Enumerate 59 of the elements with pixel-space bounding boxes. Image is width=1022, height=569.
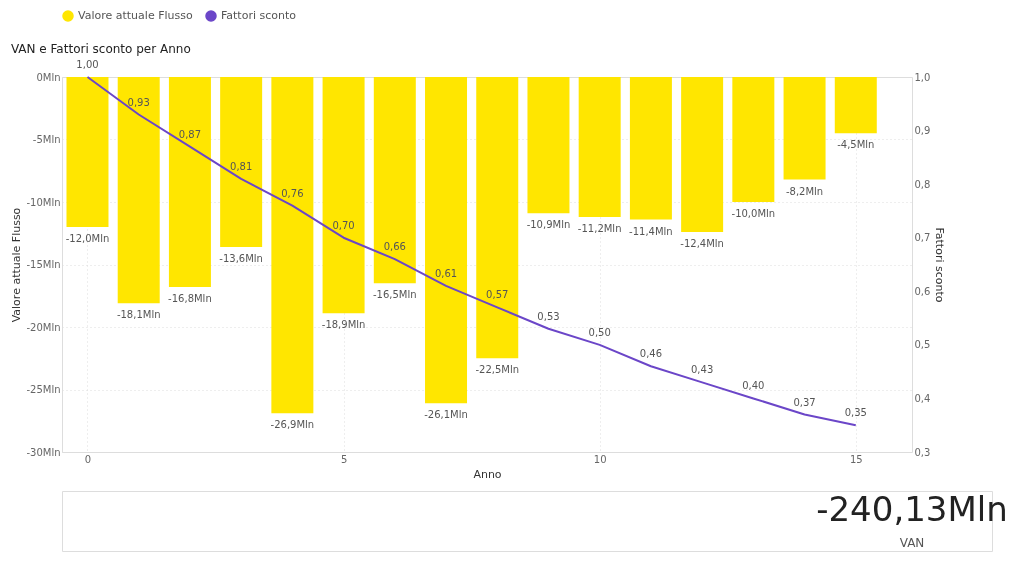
y-tick-label: -10Mln bbox=[26, 196, 61, 208]
data-label: -11,4Mln bbox=[629, 225, 673, 237]
data-label: -4,5Mln bbox=[837, 139, 875, 151]
y-tick-label: -5Mln bbox=[32, 134, 61, 145]
data-label: 0,81 bbox=[230, 160, 253, 172]
data-label: 0,93 bbox=[127, 96, 150, 108]
x-tick-label: 0 bbox=[84, 453, 92, 465]
y2-tick-label: 0,4 bbox=[914, 392, 931, 404]
y-tick-label: -15Mln bbox=[26, 259, 61, 270]
data-label: -12,4Mln bbox=[680, 238, 724, 249]
data-label: 0,43 bbox=[690, 364, 714, 376]
data-label: -26,9Mln bbox=[270, 419, 315, 431]
y-tick-label: -25Mln bbox=[26, 384, 61, 395]
legend-label: Fattori sconto bbox=[221, 9, 297, 22]
data-label: 0,53 bbox=[537, 310, 560, 322]
data-label: -18,1Mln bbox=[116, 309, 161, 321]
y2-tick-label: 0,3 bbox=[914, 446, 931, 458]
data-label: -26,1Mln bbox=[424, 409, 468, 421]
y-tick-label: -20Mln bbox=[26, 321, 61, 333]
data-label: -18,9Mln bbox=[321, 319, 366, 331]
x-tick-label: 10 bbox=[593, 453, 607, 465]
data-label: -10,0Mln bbox=[731, 208, 776, 219]
data-label: 0,50 bbox=[588, 326, 611, 338]
y-tick-label: 0Mln bbox=[36, 71, 61, 83]
chart-title: VAN e Fattori sconto per Anno bbox=[10, 42, 191, 56]
y-tick-label: -30Mln bbox=[26, 446, 61, 458]
data-label: 0,87 bbox=[178, 128, 202, 140]
data-label: 0,66 bbox=[383, 241, 406, 253]
y2-tick-label: 1,0 bbox=[914, 71, 931, 83]
data-label: 0,57 bbox=[486, 289, 509, 301]
data-label: 0,40 bbox=[742, 380, 765, 392]
data-label: -12,0Mln bbox=[65, 233, 110, 244]
data-label: -10,9Mln bbox=[526, 219, 571, 231]
legend-label: Valore attuale Flusso bbox=[78, 9, 193, 22]
y2-tick-label: 0,6 bbox=[914, 285, 931, 297]
y2-tick-label: 0,8 bbox=[914, 178, 931, 190]
data-label: -13,6Mln bbox=[219, 253, 263, 264]
x-tick-label: 5 bbox=[340, 453, 348, 465]
data-label: -8,2Mln bbox=[785, 185, 824, 197]
data-label: 0,35 bbox=[844, 407, 867, 419]
data-label: 0,37 bbox=[793, 396, 816, 408]
y2-tick-label: 0,5 bbox=[914, 339, 931, 351]
x-tick-label: 15 bbox=[849, 453, 863, 465]
x-axis-title: Anno bbox=[473, 467, 502, 481]
y2-tick-label: 0,9 bbox=[914, 125, 931, 137]
data-label: -16,8Mln bbox=[168, 293, 212, 304]
text: VAN bbox=[899, 536, 925, 550]
data-label: 0,70 bbox=[332, 219, 355, 231]
y2-axis-title: Fattori sconto bbox=[933, 227, 947, 303]
data-label: -11,2Mln bbox=[577, 223, 622, 234]
data-label: 0,46 bbox=[639, 348, 663, 360]
data-label: -16,5Mln bbox=[372, 289, 417, 301]
data-label: -22,5Mln bbox=[475, 364, 520, 376]
y-axis-title: Valore attuale Flusso bbox=[10, 207, 24, 323]
data-label: 1,00 bbox=[76, 59, 99, 70]
y2-tick-label: 0,7 bbox=[914, 232, 931, 244]
data-label: 0,76 bbox=[281, 187, 304, 199]
text: -240,13Mln bbox=[816, 489, 1008, 529]
data-label: 0,61 bbox=[434, 267, 458, 279]
